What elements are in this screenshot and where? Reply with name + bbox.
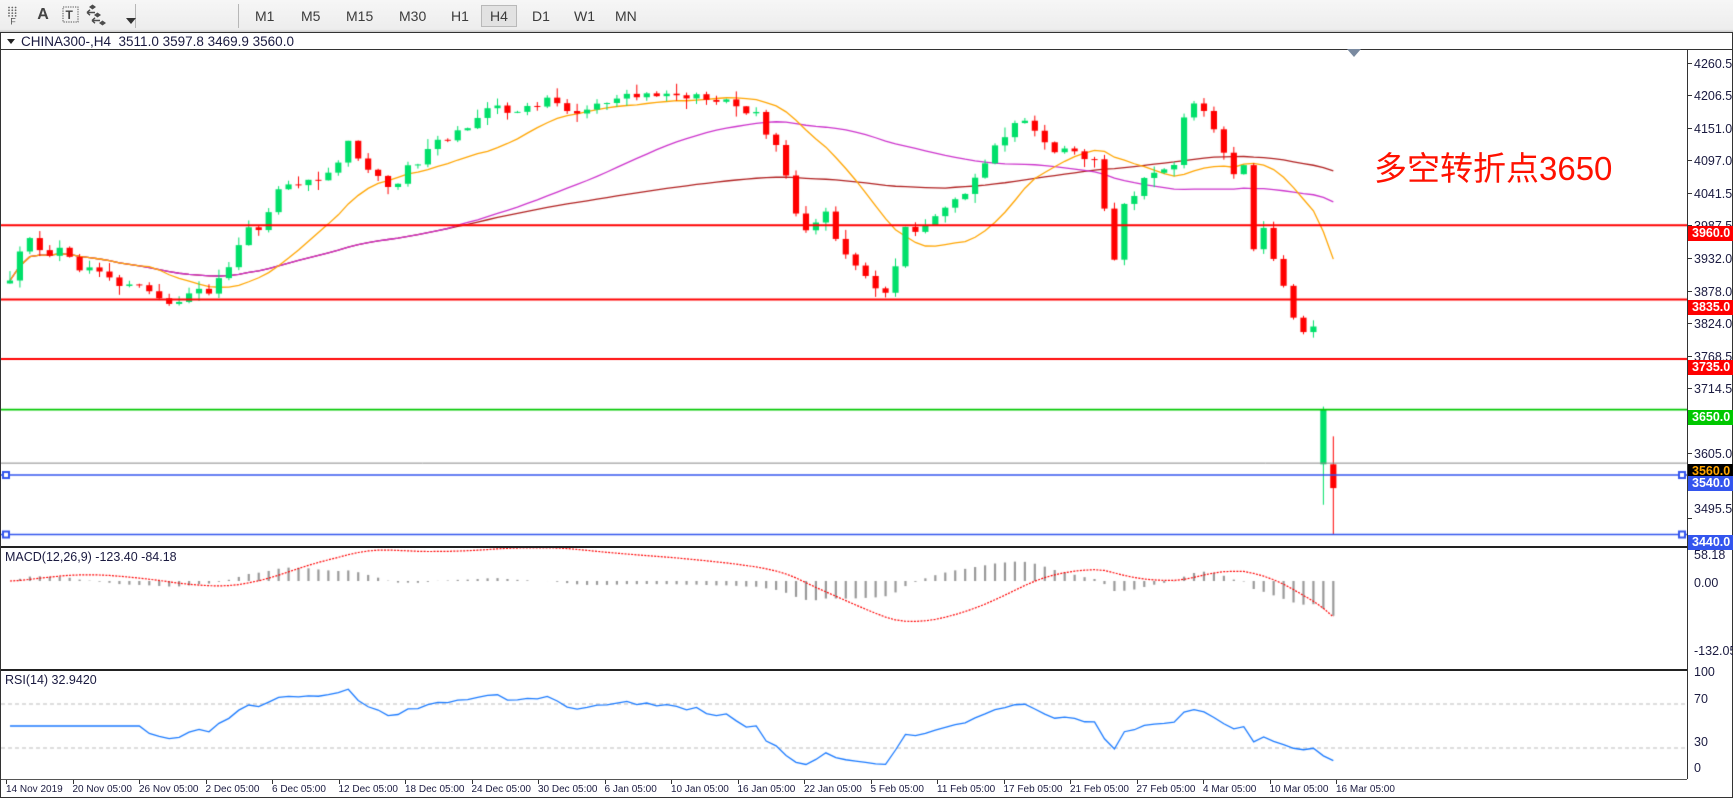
svg-text:T: T bbox=[66, 8, 74, 22]
svg-text:F: F bbox=[10, 17, 16, 26]
